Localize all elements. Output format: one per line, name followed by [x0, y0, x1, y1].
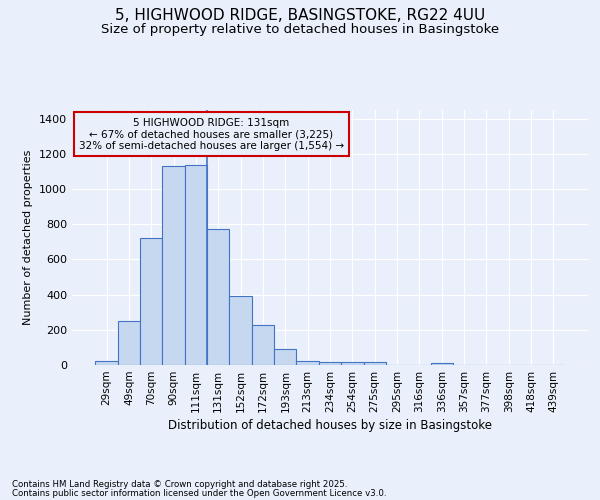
Text: 5, HIGHWOOD RIDGE, BASINGSTOKE, RG22 4UU: 5, HIGHWOOD RIDGE, BASINGSTOKE, RG22 4UU: [115, 8, 485, 22]
Bar: [364, 362, 386, 365]
Bar: [163, 166, 185, 365]
Bar: [296, 360, 319, 365]
Bar: [95, 360, 118, 365]
Y-axis label: Number of detached properties: Number of detached properties: [23, 150, 34, 325]
Bar: [341, 362, 364, 365]
Bar: [431, 363, 453, 365]
Text: Contains public sector information licensed under the Open Government Licence v3: Contains public sector information licen…: [12, 489, 386, 498]
X-axis label: Distribution of detached houses by size in Basingstoke: Distribution of detached houses by size …: [168, 419, 492, 432]
Bar: [140, 238, 163, 365]
Text: 5 HIGHWOOD RIDGE: 131sqm
← 67% of detached houses are smaller (3,225)
32% of sem: 5 HIGHWOOD RIDGE: 131sqm ← 67% of detach…: [79, 118, 344, 151]
Bar: [207, 228, 229, 365]
Bar: [229, 296, 252, 365]
Bar: [185, 164, 207, 365]
Bar: [118, 322, 140, 365]
Bar: [252, 325, 274, 365]
Text: Size of property relative to detached houses in Basingstoke: Size of property relative to detached ho…: [101, 22, 499, 36]
Bar: [274, 349, 296, 365]
Bar: [319, 362, 341, 365]
Text: Contains HM Land Registry data © Crown copyright and database right 2025.: Contains HM Land Registry data © Crown c…: [12, 480, 347, 489]
